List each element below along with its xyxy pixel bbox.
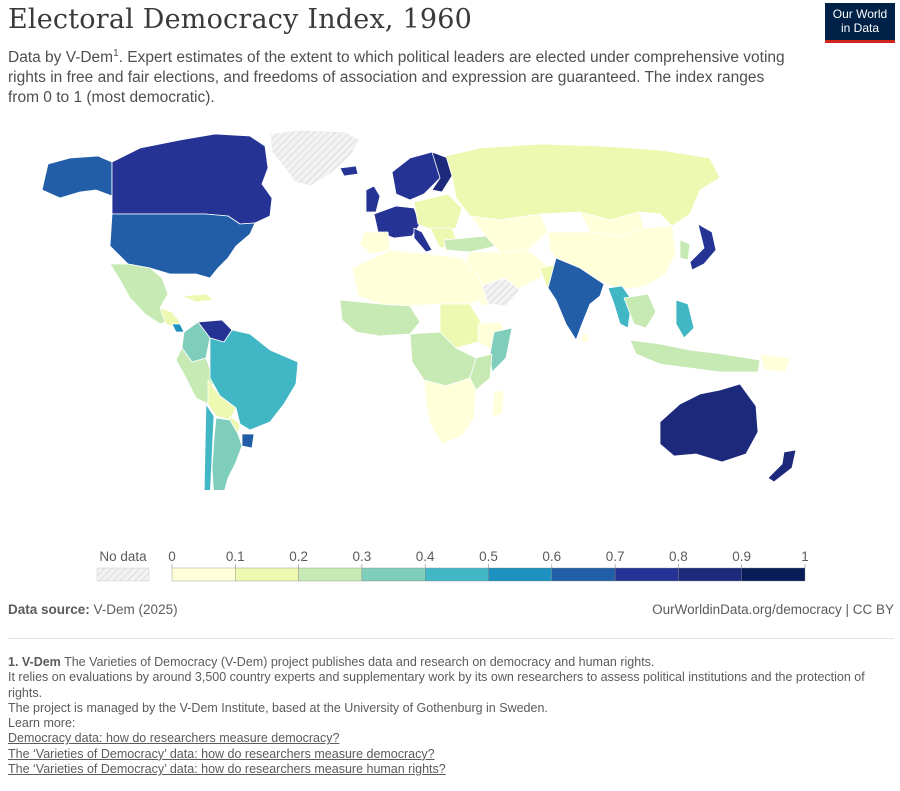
country-png[interactable] [759, 353, 791, 373]
chart-title: Electoral Democracy Index, 1960 [8, 4, 472, 35]
country-madagascar[interactable] [491, 389, 505, 417]
country-southeast-asia[interactable] [623, 293, 657, 329]
country-greenland[interactable] [269, 129, 361, 187]
legend: No data 0 0.1 0.2 0.3 0.4 0.5 0.6 0.7 0.8 0.9 1 [96, 549, 809, 582]
country-chile[interactable] [203, 403, 215, 490]
legend-tick-label: 0.1 [226, 549, 245, 564]
legend-bin-0[interactable] [171, 567, 236, 582]
chart-subtitle: Data by V-Dem1. Expert estimates of the … [8, 44, 798, 108]
country-eastern-europe[interactable] [413, 193, 463, 233]
country-argentina[interactable] [211, 417, 243, 490]
footnotes: 1. V-Dem The Varieties of Democracy (V-D… [8, 655, 868, 777]
legend-tick-label: 0.7 [606, 549, 625, 564]
subtitle-text-end: . Expert estimates of the extent to whic… [8, 49, 785, 107]
country-philippines[interactable] [675, 299, 695, 339]
country-india[interactable] [547, 257, 605, 341]
country-japan[interactable] [689, 223, 717, 271]
footnote-marker[interactable]: 1 [113, 48, 119, 59]
legend-tick-label: 0.3 [353, 549, 372, 564]
legend-tick-label: 1 [801, 549, 809, 564]
legend-tick-label: 0.8 [669, 549, 688, 564]
legend-tick-label: 0.6 [542, 549, 561, 564]
source-row: Data source: V-Dem (2025) OurWorldinData… [8, 602, 894, 617]
legend-bin-9[interactable] [741, 567, 806, 582]
link-vdem-human-rights[interactable]: The ‘Varieties of Democracy’ data: how d… [8, 762, 446, 777]
owid-logo[interactable]: Our World in Data [825, 3, 895, 43]
legend-tick-label: 0.5 [479, 549, 498, 564]
legend-tick-label: 0.9 [732, 549, 751, 564]
country-turkey[interactable] [443, 235, 497, 253]
country-somalia[interactable] [489, 327, 513, 373]
legend-tick-label: 0 [168, 549, 176, 564]
country-alaska[interactable] [41, 155, 113, 199]
legend-tick-label: 0.4 [416, 549, 435, 564]
country-australia[interactable] [659, 383, 759, 463]
legend-bin-4[interactable] [425, 567, 489, 582]
country-north-africa[interactable] [351, 249, 487, 307]
source-label: Data source: V-Dem (2025) [8, 602, 178, 617]
logo-line-2: in Data [840, 20, 880, 35]
country-sri-lanka[interactable] [581, 333, 589, 343]
note-paragraph-1: 1. V-Dem The Varieties of Democracy (V-D… [8, 655, 868, 670]
country-new-zealand[interactable] [767, 449, 797, 483]
country-korea[interactable] [679, 239, 691, 261]
link-vdem-democracy[interactable]: The ‘Varieties of Democracy’ data: how d… [8, 746, 435, 761]
country-costa-rica[interactable] [171, 323, 185, 333]
legend-bin-6[interactable] [551, 567, 616, 582]
footer-divider [8, 638, 894, 639]
country-arabia[interactable] [481, 277, 521, 307]
country-italy[interactable] [413, 227, 433, 253]
legend-bin-1[interactable] [235, 567, 299, 582]
country-canada[interactable] [111, 133, 273, 225]
country-indonesia[interactable] [629, 339, 761, 373]
legend-bin-5[interactable] [488, 567, 552, 582]
country-east-africa[interactable] [469, 353, 493, 391]
country-mexico[interactable] [109, 263, 171, 325]
note-line-3: The project is managed by the V-Dem Inst… [8, 700, 548, 715]
license-text: | CC BY [845, 602, 894, 617]
world-map[interactable] [0, 128, 900, 490]
country-cuba[interactable] [181, 293, 215, 303]
legend-no-data-swatch[interactable] [96, 567, 150, 582]
legend-bin-2[interactable] [298, 567, 363, 582]
note-title: 1. V-Dem [8, 655, 61, 669]
country-uk[interactable] [365, 185, 381, 213]
legend-bin-7[interactable] [614, 567, 679, 582]
source-value: V-Dem (2025) [93, 602, 178, 617]
country-iberia[interactable] [359, 231, 391, 255]
subtitle-text-start: Data by V-Dem [8, 49, 114, 67]
country-iceland[interactable] [339, 165, 359, 177]
legend-tick-label: 0.2 [289, 549, 308, 564]
source-right: OurWorldinData.org/democracy | CC BY [652, 602, 894, 617]
legend-bin-8[interactable] [678, 567, 742, 582]
legend-no-data-label: No data [99, 549, 147, 564]
country-myanmar[interactable] [607, 285, 633, 329]
link-measure-democracy[interactable]: Democracy data: how do researchers measu… [8, 731, 340, 746]
learn-more-label: Learn more: [8, 716, 76, 731]
note-line-1: The Varieties of Democracy (V-Dem) proje… [64, 655, 655, 669]
owid-url-link[interactable]: OurWorldinData.org/democracy [652, 602, 842, 617]
note-line-2: It relies on evaluations by around 3,500… [8, 670, 865, 700]
logo-line-1: Our World [832, 7, 888, 21]
country-central-asia[interactable] [469, 213, 549, 253]
country-southern-africa[interactable] [423, 377, 477, 445]
legend-bin-3[interactable] [361, 567, 426, 582]
country-uruguay[interactable] [241, 433, 255, 449]
